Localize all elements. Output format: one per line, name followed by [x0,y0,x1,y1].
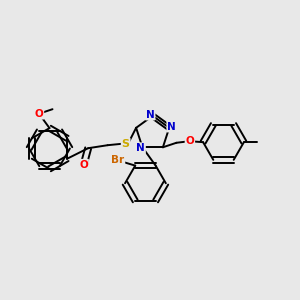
Text: O: O [79,160,88,170]
Text: O: O [34,109,43,119]
Text: N: N [167,122,176,132]
Text: Br: Br [111,154,124,165]
Text: N: N [146,110,154,120]
Text: N: N [136,143,145,153]
Text: O: O [185,136,194,146]
Text: S: S [122,139,130,149]
